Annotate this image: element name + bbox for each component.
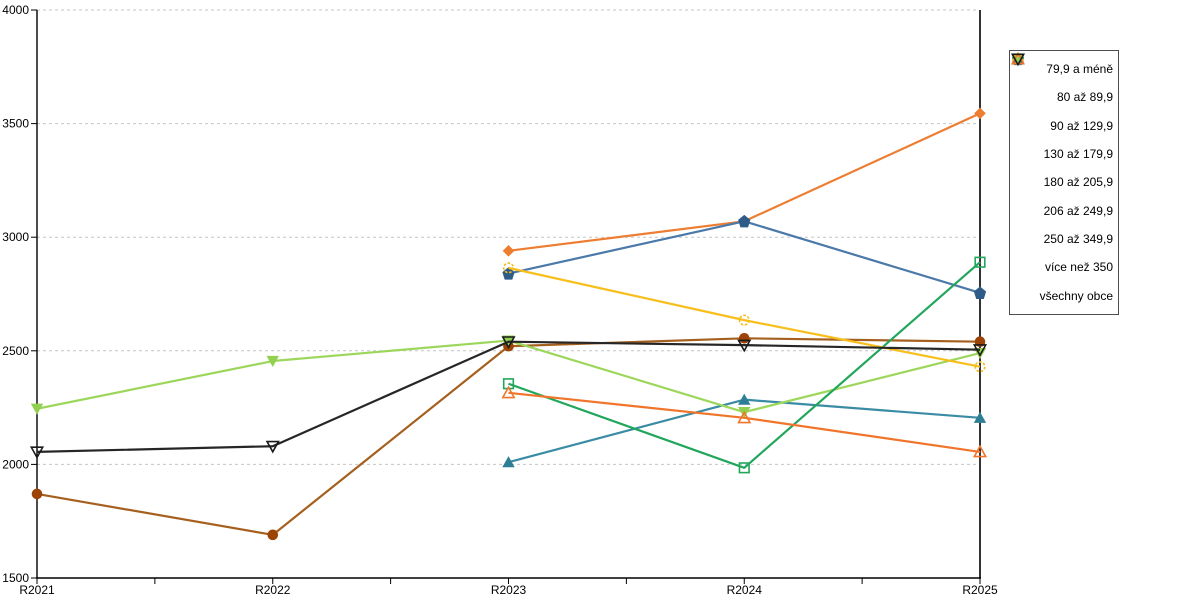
series-line bbox=[508, 261, 981, 469]
legend-label: 206 až 249,9 bbox=[1043, 203, 1113, 218]
y-axis-tick-label: 2500 bbox=[2, 344, 29, 358]
series-1 bbox=[502, 107, 986, 257]
legend-item: 90 až 129,9 bbox=[1011, 53, 1113, 133]
y-axis-tick-label: 3000 bbox=[2, 230, 29, 244]
legend-label: 80 až 89,9 bbox=[1056, 90, 1113, 105]
legend-item: 250 až 349,9 bbox=[1012, 53, 1113, 247]
series-9 bbox=[29, 336, 988, 460]
series-marker-square-open bbox=[738, 462, 750, 474]
chart-legend: 79,9 a méně 80 až 89,9 90 až 129,9 130 až 1… bbox=[1009, 50, 1119, 315]
x-axis-tick-label: R2022 bbox=[255, 583, 291, 597]
series-line bbox=[36, 337, 981, 536]
series-line bbox=[508, 220, 981, 294]
series-marker-triangle-down-open bbox=[29, 446, 45, 460]
legend-label: 79,9 a méně bbox=[1046, 62, 1113, 77]
series-6 bbox=[502, 256, 986, 474]
series-marker-triangle-down-filled bbox=[266, 355, 279, 368]
x-axis-tick-label: R2025 bbox=[962, 583, 998, 597]
x-axis-tick-label: R2024 bbox=[727, 583, 763, 597]
series-marker-circle-open bbox=[974, 361, 986, 373]
series-3 bbox=[502, 393, 987, 468]
series-2 bbox=[31, 333, 986, 541]
series-marker-diamond-filled bbox=[974, 107, 986, 120]
series-marker-pentagon-filled bbox=[738, 214, 751, 228]
axes: 1500 2000 2500 3000 3500 4000 R2021 R2022 R2023 R… bbox=[2, 3, 998, 597]
legend-label: všechny obce bbox=[1039, 288, 1113, 303]
series-7 bbox=[502, 262, 986, 373]
legend-item: 206 až 249,9 bbox=[1012, 53, 1113, 218]
legend-marker-icon bbox=[1011, 53, 1025, 65]
series-marker-triangle-down-open bbox=[265, 440, 280, 454]
x-axis-tick-label: R2023 bbox=[491, 583, 527, 597]
series-marker-circle-open bbox=[502, 262, 515, 274]
legend-item: všechny obce bbox=[1010, 53, 1113, 303]
legend-label: více než 350 bbox=[1044, 260, 1113, 275]
series-8 bbox=[501, 385, 988, 458]
series-marker-circle-filled bbox=[31, 488, 43, 500]
y-axis-tick-label: 2000 bbox=[2, 457, 29, 471]
legend-marker-icon bbox=[1010, 53, 1026, 67]
series-marker-circle-filled bbox=[738, 333, 750, 344]
series-marker-triangle-down-filled bbox=[30, 403, 44, 415]
series-marker-square-open bbox=[974, 256, 986, 268]
legend-label: 90 až 129,9 bbox=[1050, 118, 1113, 133]
legend-item: více než 350 bbox=[1010, 51, 1113, 275]
series-marker-triangle-down-open bbox=[972, 344, 988, 357]
series-marker-triangle-up-filled bbox=[502, 456, 515, 468]
series-marker-triangle-up-open bbox=[737, 410, 752, 424]
legend-item: 130 až 179,9 bbox=[1011, 52, 1113, 162]
series-4 bbox=[502, 214, 987, 299]
series-marker-triangle-up-filled bbox=[973, 411, 987, 423]
legend-label: 130 až 179,9 bbox=[1043, 147, 1113, 162]
series-marker-triangle-down-open bbox=[1010, 53, 1026, 67]
series-marker-triangle-up-open bbox=[501, 385, 516, 399]
series-line bbox=[508, 266, 981, 368]
gridlines bbox=[37, 9, 978, 465]
y-axis-tick-label: 4000 bbox=[2, 3, 29, 17]
series-marker-triangle-down-filled bbox=[1011, 53, 1025, 65]
series-marker-triangle-down-open bbox=[501, 336, 516, 349]
series-marker-pentagon-filled bbox=[973, 286, 987, 299]
series-marker-triangle-up-filled bbox=[738, 393, 751, 405]
series-line bbox=[508, 391, 981, 453]
legend-item: 180 až 205,9 bbox=[1011, 53, 1113, 190]
series-line bbox=[36, 340, 981, 454]
series-marker-triangle-down-open bbox=[737, 339, 752, 353]
series-marker-pentagon-filled bbox=[502, 267, 515, 280]
series-marker-circle-filled bbox=[267, 529, 279, 541]
legend-item: 79,9 a méně bbox=[1012, 53, 1113, 77]
x-axis-tick-label: R2021 bbox=[19, 583, 55, 597]
series-marker-triangle-up-open bbox=[972, 444, 988, 458]
legend-label: 250 až 349,9 bbox=[1043, 232, 1113, 247]
legend-label: 180 až 205,9 bbox=[1043, 175, 1113, 190]
series-marker-diamond-filled bbox=[502, 245, 515, 257]
legend-item: 80 až 89,9 bbox=[1012, 53, 1113, 105]
y-axis-tick-label: 1500 bbox=[2, 571, 29, 585]
y-axis-tick-label: 3500 bbox=[2, 117, 29, 131]
series-marker-circle-open bbox=[738, 314, 750, 326]
series-line bbox=[508, 112, 981, 252]
